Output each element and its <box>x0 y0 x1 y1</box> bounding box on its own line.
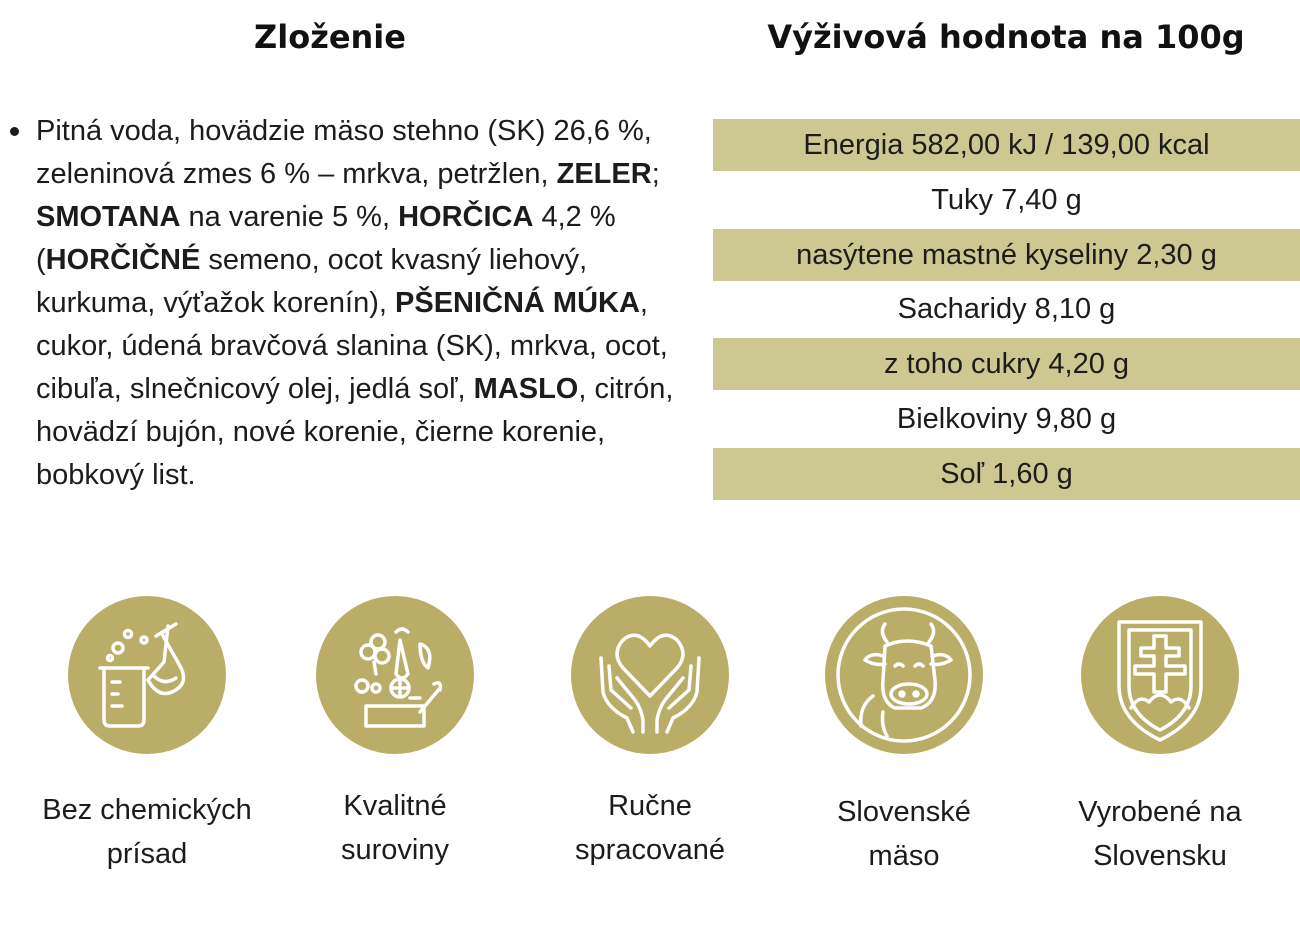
vegetables-basket-icon <box>354 627 443 728</box>
ingredients-list-item: Pitná voda, hovädzie mäso stehno (SK) 26… <box>10 110 682 497</box>
feature-label: Slovenské mäso <box>837 796 971 872</box>
allergen-celery: ZELER <box>556 158 652 190</box>
feature-quality-ingredients: Kvalitné suroviny <box>265 596 525 872</box>
nutrition-table: Energia 582,00 kJ / 139,00 kcal Tuky 7,4… <box>713 119 1300 503</box>
nutrition-heading: Výživová hodnota na 100g <box>767 18 1245 56</box>
feature-made-in-slovakia: Vyrobené na Slovensku <box>1030 596 1290 878</box>
ingredient-text: , cukor, údená bravčová slanina (SK), mr… <box>36 287 668 405</box>
feature-handmade: Ručne spracované <box>520 596 780 872</box>
allergen-wheat-flour: PŠENIČNÁ MÚKA <box>395 287 640 319</box>
ingredient-text: na varenie 5 %, <box>180 201 399 233</box>
allergen-mustard: HORČICA <box>398 201 534 233</box>
feature-label: Ručne spracované <box>575 790 725 866</box>
ingredient-text: ; <box>651 158 660 190</box>
feature-label: Kvalitné suroviny <box>341 790 449 866</box>
allergen-mustard-seed: HORČIČNÉ <box>45 244 201 276</box>
feature-circle <box>825 596 983 754</box>
feature-label: Bez chemických prísad <box>42 794 252 870</box>
feature-circle <box>571 596 729 754</box>
ingredient-text: semeno, ocot kvasný liehový, kurkuma, vý… <box>36 244 588 319</box>
nutrition-row: Sacharidy 8,10 g <box>897 293 1116 326</box>
feature-no-chemicals: Bez chemických prísad <box>17 596 277 876</box>
nutrition-row: Bielkoviny 9,80 g <box>896 402 1117 435</box>
heart-hands-icon <box>599 633 701 734</box>
ingredient-text: Pitná voda, hovädzie mäso stehno (SK) 26… <box>36 115 652 190</box>
ingredient-text: 4,2 % ( <box>36 201 616 276</box>
slovak-coat-of-arms-icon <box>1117 620 1203 742</box>
nutrition-row: Tuky 7,40 g <box>931 183 1082 216</box>
nutrition-row: Energia 582,00 kJ / 139,00 kcal <box>713 119 1300 171</box>
ingredients-heading: Zloženie <box>254 18 406 56</box>
feature-slovak-meat: Slovenské mäso <box>774 596 1034 878</box>
allergen-cream: SMOTANA <box>36 201 181 233</box>
feature-circle <box>68 596 226 754</box>
cow-icon <box>836 607 972 743</box>
allergen-butter: MASLO <box>473 373 579 405</box>
feature-label: Vyrobené na Slovensku <box>1078 796 1242 872</box>
feature-circle <box>316 596 474 754</box>
lab-flask-icon <box>98 622 186 728</box>
nutrition-row: nasýtene mastné kyseliny 2,30 g <box>713 228 1300 281</box>
nutrition-row: Soľ 1,60 g <box>713 447 1300 500</box>
ingredient-text: , citrón, hovädzí bujón, nové korenie, č… <box>36 373 674 491</box>
feature-circle <box>1081 596 1239 754</box>
nutrition-row: z toho cukry 4,20 g <box>713 338 1300 391</box>
